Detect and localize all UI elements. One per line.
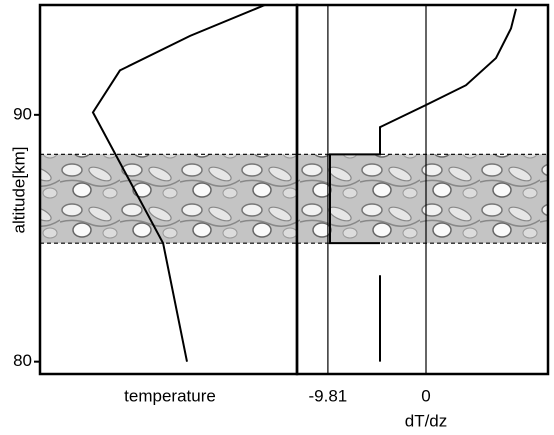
x-axis-label: temperature xyxy=(124,386,216,405)
x-tick-label: -9.81 xyxy=(309,386,348,405)
y-tick-label: 90 xyxy=(13,104,32,123)
panel-frame xyxy=(295,3,550,376)
y-axis-label: altitude[km] xyxy=(9,147,28,234)
x-tick-label: 0 xyxy=(421,386,430,405)
layer-band xyxy=(40,154,297,244)
y-tick-label: 80 xyxy=(13,351,32,370)
profile-line xyxy=(329,8,517,362)
layer-band xyxy=(297,154,548,244)
profile-line xyxy=(91,4,266,362)
x-axis-label: dT/dz xyxy=(405,411,448,430)
